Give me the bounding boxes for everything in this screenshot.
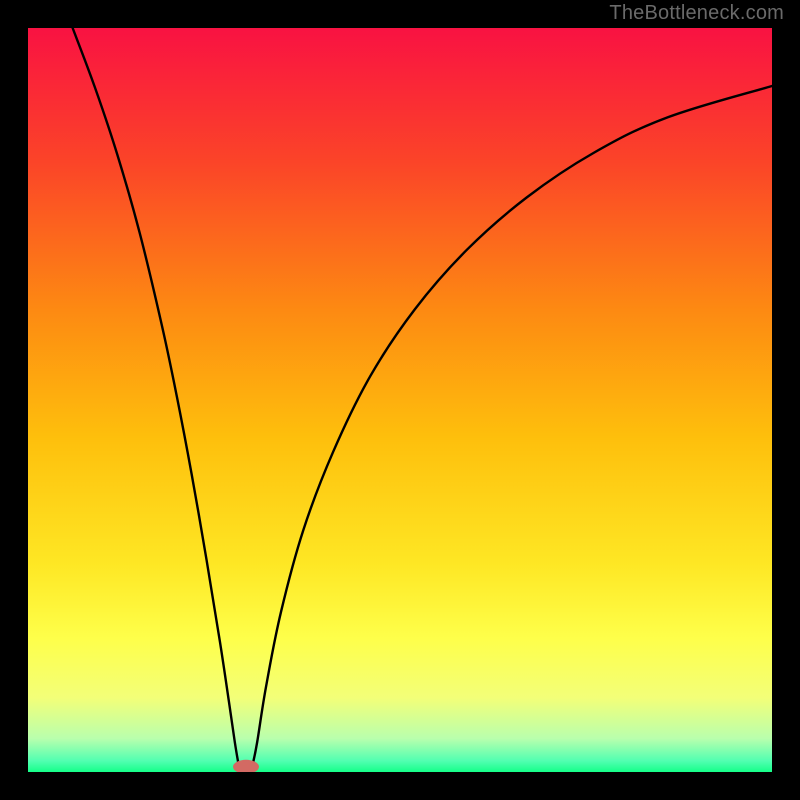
watermark-text: TheBottleneck.com: [609, 2, 784, 25]
plot-area: [28, 28, 772, 772]
gradient-background: [28, 28, 772, 772]
figure-container: TheBottleneck.com: [0, 0, 800, 800]
